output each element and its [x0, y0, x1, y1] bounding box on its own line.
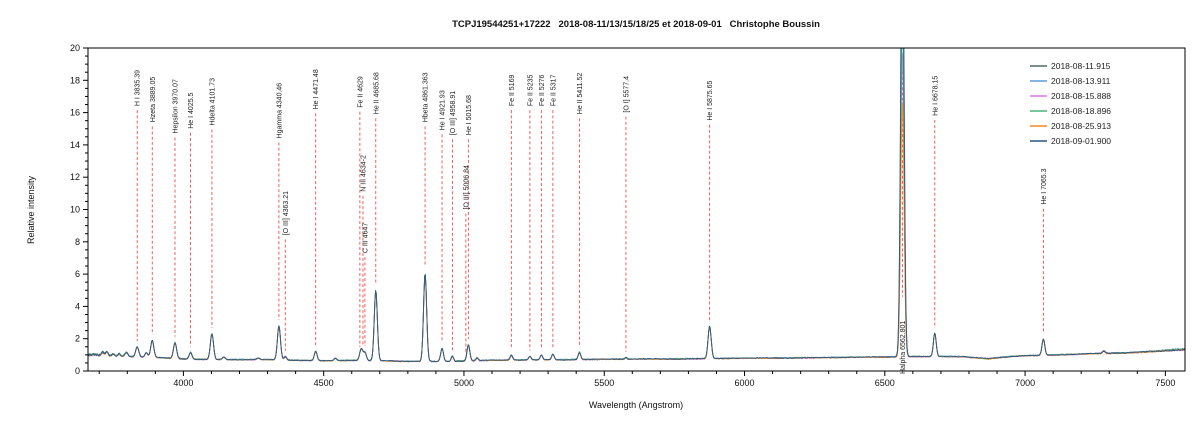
spectral-line-label: Hdelta 4101.73 — [209, 78, 216, 126]
legend-entry-label: 2018-09-01.900 — [1051, 136, 1111, 146]
spectral-line-label: Fe II 5276 — [539, 75, 546, 107]
spectral-line-label: [O III] 4363.21 — [283, 191, 290, 235]
legend-entry-label: 2018-08-15.888 — [1051, 91, 1111, 101]
spectral-line-label: [O III] 5006.84 — [463, 165, 470, 209]
x-tick-label: 4000 — [173, 378, 193, 388]
y-tick-label: 10 — [70, 205, 80, 215]
x-tick-label: 5000 — [454, 378, 474, 388]
spectral-line-label: Hbeta 4861.363 — [423, 72, 430, 122]
spectral-line-label: He I 7065.3 — [1041, 168, 1048, 204]
legend-entry: 2018-08-13.911 — [1030, 76, 1111, 86]
plot-frame — [87, 47, 1186, 372]
y-tick-label: 20 — [70, 43, 80, 53]
legend-entry-label: 2018-08-25.913 — [1051, 121, 1111, 131]
spectral-line-label: H I 3835.39 — [135, 70, 142, 106]
spectral-line-label: He II 5411.52 — [577, 73, 584, 115]
y-tick-label: 6 — [75, 269, 80, 279]
spectral-line-label: He I 4471.48 — [313, 69, 320, 109]
y-tick-label: 12 — [70, 172, 80, 182]
spectral-line-label: C III 4647 — [362, 223, 369, 253]
spectral-line-label: Hgamma 4340.46 — [276, 83, 283, 139]
spectral-line-markers — [136, 56, 1044, 352]
x-tick-label: 4500 — [314, 378, 334, 388]
spectral-line-label: N III 4634-2 — [360, 155, 367, 192]
x-tick-label: 7000 — [1015, 378, 1035, 388]
legend-entry: 2018-08-11.915 — [1030, 61, 1111, 71]
spectral-line-labels: H I 3835.39 Hzeta 3889.05 Hepsilon 3970.07… — [135, 69, 1048, 374]
legend-entry-label: 2018-08-11.915 — [1051, 61, 1111, 71]
legend-entry: 2018-08-25.913 — [1030, 121, 1111, 131]
spectrum-series-group — [88, 48, 1185, 363]
chart-title: TCPJ19544251+17222 2018-08-11/13/15/18/2… — [452, 19, 820, 30]
legend-entry-label: 2018-08-13.911 — [1051, 76, 1111, 86]
spectral-line-label: Fe II 4629 — [357, 76, 364, 108]
spectral-line-label: Fe II 5169 — [509, 75, 516, 107]
y-tick-label: 14 — [70, 140, 80, 150]
axes-ticks: 4000 4500 5000 5500 6000 6500 7000 7500 0 2 4 6 8 10 1… — [70, 43, 1175, 388]
spectral-line-label: He I 4025.5 — [188, 92, 195, 128]
legend-entry-label: 2018-08-18.896 — [1051, 106, 1111, 116]
spectral-line-label: Fe II 5317 — [550, 75, 557, 107]
y-tick-label: 18 — [70, 75, 80, 85]
spectral-line-label: He I 5015.68 — [466, 95, 473, 135]
spectrum-series — [88, 48, 1185, 363]
spectral-line-label: He I 4921.93 — [440, 90, 447, 130]
spectral-line-label: [O III] 4958.91 — [450, 91, 457, 135]
x-axis-label: Wavelength (Angstrom) — [589, 400, 683, 410]
spectral-line-label: Hepsilon 3970.07 — [172, 79, 179, 134]
spectral-line-label: He I 6678.15 — [932, 76, 939, 116]
spectral-line-label: Halpha 6562.801 — [900, 321, 907, 374]
y-tick-label: 4 — [75, 301, 80, 311]
spectrum-series — [88, 48, 1185, 363]
spectrum-series — [88, 102, 1185, 363]
x-tick-label: 7500 — [1155, 378, 1175, 388]
spectrum-series — [88, 53, 1185, 363]
spectral-line-label: [O I] 5577.4 — [623, 76, 630, 113]
x-tick-label: 5500 — [594, 378, 614, 388]
legend-entry: 2018-09-01.900 — [1030, 136, 1111, 146]
y-axis-label: Relative intensity — [26, 175, 36, 244]
legend-entry: 2018-08-18.896 — [1030, 106, 1111, 116]
legend-entry: 2018-08-15.888 — [1030, 91, 1111, 101]
spectral-line-label: He II 4685.68 — [373, 72, 380, 114]
y-tick-label: 0 — [75, 366, 80, 376]
y-tick-label: 8 — [75, 237, 80, 247]
x-tick-label: 6500 — [875, 378, 895, 388]
y-tick-label: 2 — [75, 334, 80, 344]
legend: 2018-08-11.915 2018-08-13.911 2018-08-15.8… — [1030, 61, 1111, 146]
spectrum-series — [88, 48, 1185, 363]
y-tick-label: 16 — [70, 108, 80, 118]
spectral-line-label: He I 5875.65 — [707, 80, 714, 120]
spectrum-series — [88, 48, 1185, 363]
spectral-line-label: Hzeta 3889.05 — [150, 77, 157, 123]
spectral-line-label: Fe II 5235 — [527, 75, 534, 107]
x-tick-label: 6000 — [735, 378, 755, 388]
